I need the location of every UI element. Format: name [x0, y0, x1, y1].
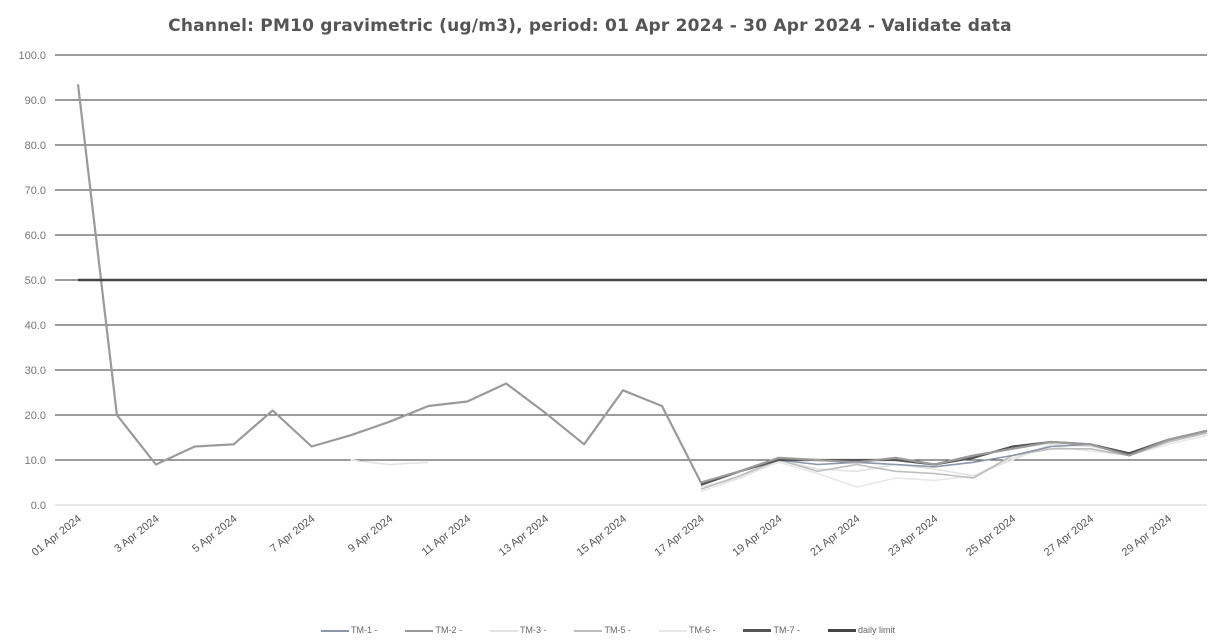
legend-label: TM-2 -	[435, 625, 462, 635]
legend-item-daily-limit: daily limit	[827, 625, 895, 635]
y-tick-label: 30.0	[25, 365, 46, 377]
x-tick-label: 17 Apr 2024	[653, 513, 707, 559]
x-tick-label: 21 Apr 2024	[808, 513, 862, 559]
legend-item-tm-3: TM-3 -	[489, 625, 547, 635]
legend-label: TM-6 -	[688, 625, 716, 635]
chart-title: Channel: PM10 gravimetric (ug/m3), perio…	[168, 16, 1012, 36]
legend-item-tm-5: TM-5 -	[574, 625, 631, 635]
legend-swatch	[405, 629, 434, 632]
x-tick-label: 7 Apr 2024	[268, 513, 317, 555]
gridlines	[55, 54, 1207, 506]
y-tick-label: 100.0	[18, 50, 46, 62]
x-tick-label: 9 Apr 2024	[346, 513, 395, 555]
y-tick-label: 20.0	[25, 410, 46, 422]
legend-label: TM-5 -	[604, 625, 631, 635]
legend-item-tm-7: TM-7 -	[743, 625, 800, 635]
x-tick-label: 3 Apr 2024	[112, 513, 161, 555]
legend-swatch	[320, 629, 349, 632]
x-axis-ticks: 01 Apr 2024 3 Apr 2024 5 Apr 2024 7 Apr 202…	[30, 513, 1174, 559]
x-tick-label: 01 Apr 2024	[30, 513, 84, 559]
legend-swatch	[574, 629, 603, 632]
legend-label: TM-7 -	[773, 625, 800, 635]
x-tick-label: 19 Apr 2024	[730, 513, 784, 559]
x-tick-label: 13 Apr 2024	[497, 513, 551, 559]
y-tick-label: 70.0	[25, 185, 46, 197]
legend-swatch	[743, 629, 772, 633]
series-line-tm-7	[700, 429, 1208, 486]
y-tick-label: 80.0	[25, 140, 46, 152]
legend-item-tm-6: TM-6 -	[658, 625, 716, 635]
series-lines	[76, 84, 1208, 493]
legend-label: TM-3 -	[519, 625, 547, 635]
legend-swatch	[489, 629, 518, 632]
legend-swatch	[827, 629, 856, 633]
y-tick-label: 0.0	[31, 500, 46, 512]
legend-item-tm-1: TM-1 -	[320, 625, 378, 635]
x-tick-label: 5 Apr 2024	[190, 513, 239, 555]
x-tick-label: 27 Apr 2024	[1042, 513, 1096, 559]
x-tick-label: 25 Apr 2024	[964, 513, 1018, 559]
x-tick-label: 23 Apr 2024	[886, 513, 940, 559]
series-line-tm-2	[76, 84, 1208, 484]
legend-label: TM-1 -	[350, 625, 378, 635]
y-tick-label: 50.0	[25, 275, 46, 287]
x-tick-label: 29 Apr 2024	[1120, 513, 1174, 559]
y-axis-ticks: 0.0 10.0 20.0 30.0 40.0 50.0 60.0 70.0 80.0 90.0 1…	[18, 50, 46, 512]
series-line-tm-6	[700, 434, 1208, 493]
y-tick-label: 60.0	[25, 230, 46, 242]
x-tick-label: 11 Apr 2024	[420, 513, 473, 558]
legend-item-tm-2: TM-2 -	[405, 625, 462, 635]
y-tick-label: 90.0	[25, 95, 46, 107]
legend: TM-1 - TM-2 - TM-3 - TM-5 - TM-6 - TM-7 - dail…	[0, 625, 1216, 635]
x-tick-label: 15 Apr 2024	[575, 513, 629, 559]
legend-label: daily limit	[857, 625, 895, 635]
y-tick-label: 10.0	[25, 455, 46, 467]
y-tick-label: 40.0	[25, 320, 46, 332]
legend-swatch	[658, 629, 687, 632]
